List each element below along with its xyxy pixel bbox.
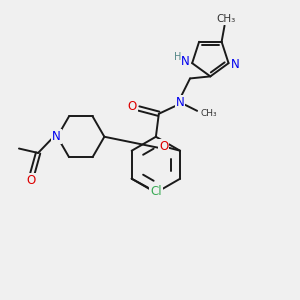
- Text: O: O: [26, 174, 35, 187]
- Text: N: N: [181, 55, 190, 68]
- Text: N: N: [176, 95, 184, 109]
- Text: CH₃: CH₃: [201, 109, 217, 118]
- Text: O: O: [159, 140, 168, 152]
- Text: CH₃: CH₃: [216, 14, 236, 24]
- Text: N: N: [231, 58, 239, 71]
- Text: H: H: [174, 52, 181, 62]
- Text: Cl: Cl: [150, 184, 162, 198]
- Text: O: O: [128, 100, 137, 113]
- Text: N: N: [52, 130, 61, 143]
